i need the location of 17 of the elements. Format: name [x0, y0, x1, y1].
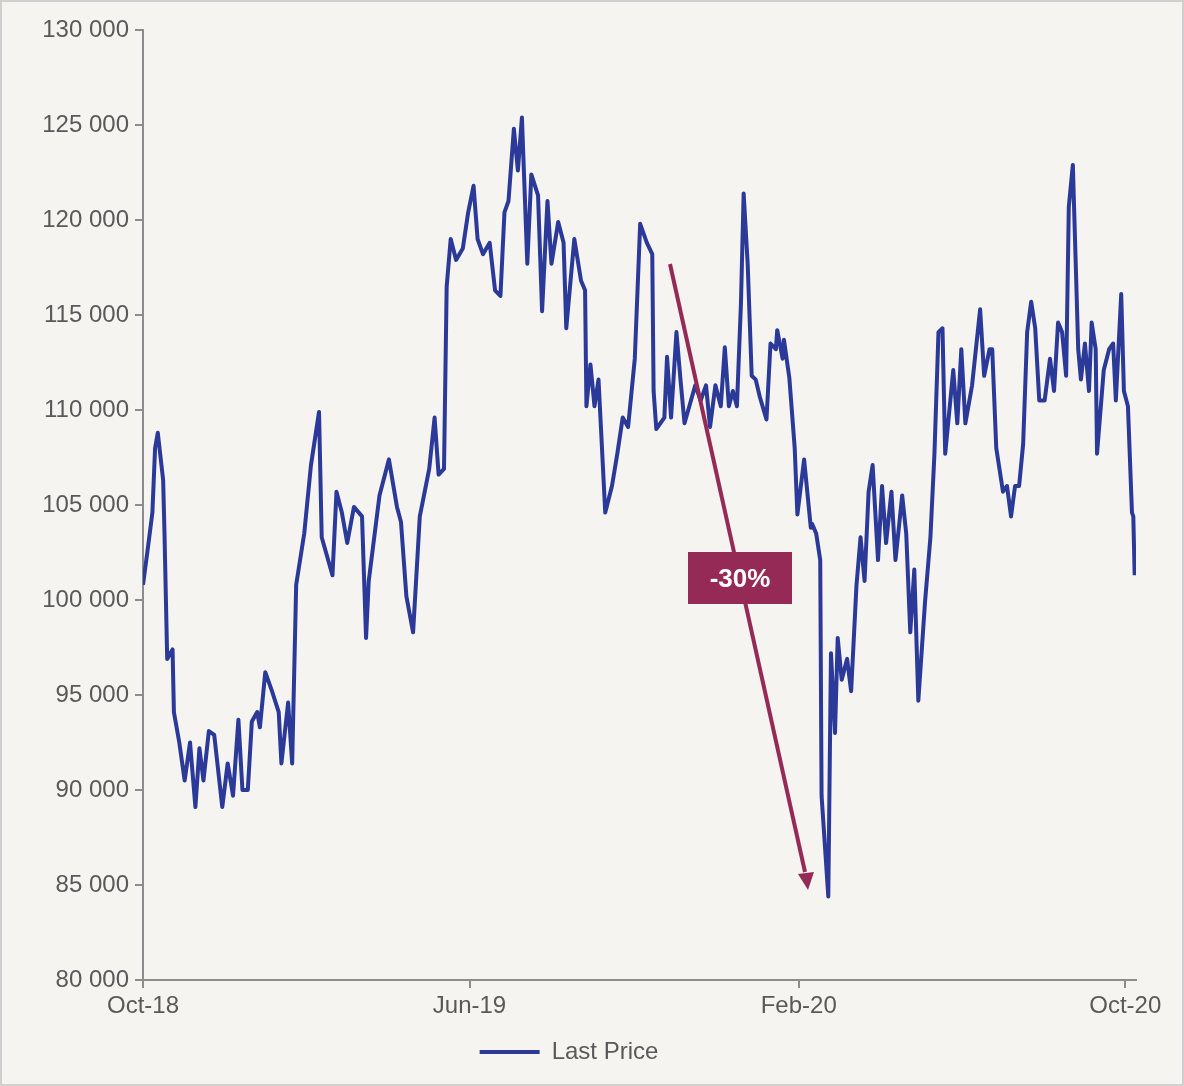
y-tick-label: 95 000: [55, 679, 129, 707]
y-tick-label: 130 000: [42, 14, 129, 42]
y-tick-label: 100 000: [42, 584, 129, 612]
annotation: -30%: [688, 552, 792, 604]
y-tick-label: 85 000: [55, 869, 129, 897]
x-tick-label: Oct-18: [106, 991, 180, 1019]
y-tick-label: 110 000: [44, 394, 129, 422]
x-tick-label: Feb-20: [760, 991, 837, 1019]
y-tick-label: 115 000: [44, 299, 129, 327]
x-tick-label: Jun-19: [432, 991, 507, 1019]
legend-label: Last Price: [551, 1036, 659, 1064]
y-tick-label: 90 000: [55, 774, 129, 802]
y-tick-label: 80 000: [55, 964, 129, 992]
y-tick-label: 120 000: [42, 204, 129, 232]
x-tick-label: Oct-20: [1089, 991, 1162, 1019]
y-tick-label: 125 000: [42, 109, 129, 137]
y-tick-label: 105 000: [42, 489, 129, 517]
